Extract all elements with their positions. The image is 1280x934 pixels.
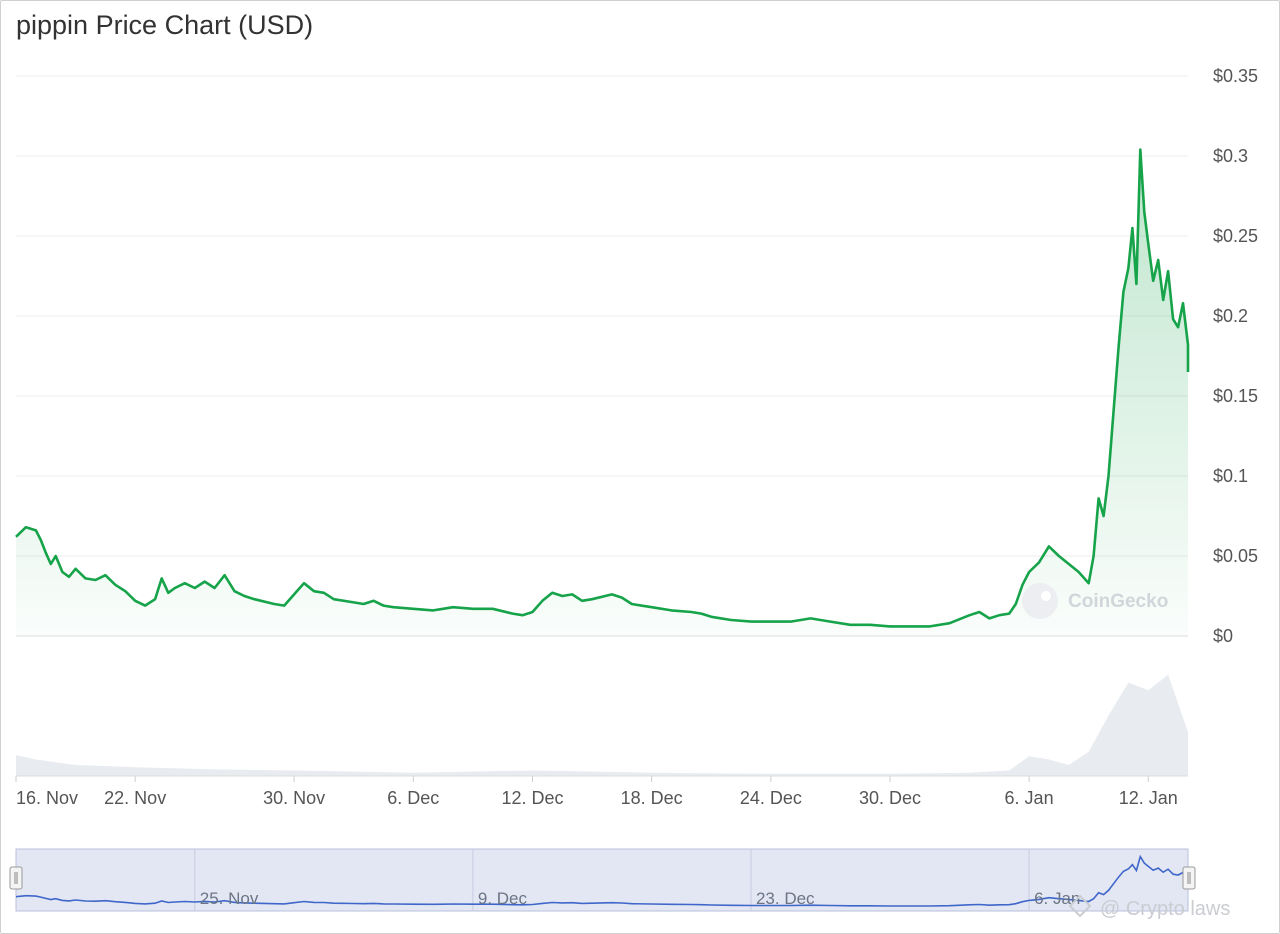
x-tick-label: 12. Jan [1119, 788, 1178, 808]
x-tick-label: 30. Nov [263, 788, 325, 808]
credit-text: @ Crypto laws [1100, 898, 1230, 920]
y-axis: $0 $0.05 $0.1 $0.15 $0.2 $0.25 $0.3 $0.35 [1213, 66, 1258, 646]
price-line-path[interactable] [15, 148, 1190, 628]
navigator-line-path [15, 854, 1189, 907]
y-tick-label: $0.05 [1213, 546, 1258, 566]
y-tick-label: $0.1 [1213, 466, 1248, 486]
x-tick-label: 12. Dec [501, 788, 563, 808]
navigator-tick-label: 23. Dec [756, 889, 815, 908]
y-tick-label: $0.3 [1213, 146, 1248, 166]
x-tick-label: 6. Dec [387, 788, 439, 808]
y-tick-label: $0.15 [1213, 386, 1258, 406]
x-axis: 16. Nov 22. Nov 30. Nov 6. Dec 12. Dec 18. De… [15, 775, 1188, 808]
y-tick-label: $0 [1213, 626, 1233, 646]
navigator-selected-range[interactable] [15, 848, 1189, 912]
x-tick-label: 18. Dec [621, 788, 683, 808]
x-tick-label: 16. Nov [16, 788, 78, 808]
price-area-fill [16, 149, 1188, 636]
x-tick-label: 30. Dec [859, 788, 921, 808]
navigator-right-handle[interactable] [1182, 866, 1196, 890]
price-line-series[interactable] [15, 148, 1190, 628]
gecko-eye-icon [1041, 591, 1051, 601]
x-tick-label: 6. Jan [1005, 788, 1054, 808]
navigator-left-handle[interactable] [9, 866, 23, 890]
x-tick-label: 22. Nov [104, 788, 166, 808]
gecko-logo-icon [1022, 583, 1058, 619]
x-tick-label: 24. Dec [740, 788, 802, 808]
price-area-path [16, 149, 1188, 636]
navigator-tick-label: 25. Nov [200, 889, 259, 908]
credit-watermark: @ Crypto laws [1068, 894, 1230, 920]
navigator-axis: 25. Nov 9. Dec 23. Dec 6. Jan [200, 889, 1081, 908]
diamond-logo-icon [1068, 894, 1092, 918]
watermark-text: CoinGecko [1068, 591, 1168, 612]
coingecko-watermark: CoinGecko [1022, 583, 1168, 619]
y-tick-label: $0.35 [1213, 66, 1258, 86]
y-tick-label: $0.25 [1213, 226, 1258, 246]
volume-area-path [16, 674, 1188, 776]
y-tick-label: $0.2 [1213, 306, 1248, 326]
grid-lines [16, 75, 1188, 637]
navigator-line [15, 854, 1189, 907]
chart-title: pippin Price Chart (USD) [16, 10, 314, 40]
volume-area [16, 674, 1188, 776]
range-navigator[interactable]: 25. Nov 9. Dec 23. Dec 6. Jan [9, 848, 1196, 912]
navigator-tick-label: 9. Dec [478, 889, 528, 908]
navigator-tick-label: 6. Jan [1034, 889, 1080, 908]
